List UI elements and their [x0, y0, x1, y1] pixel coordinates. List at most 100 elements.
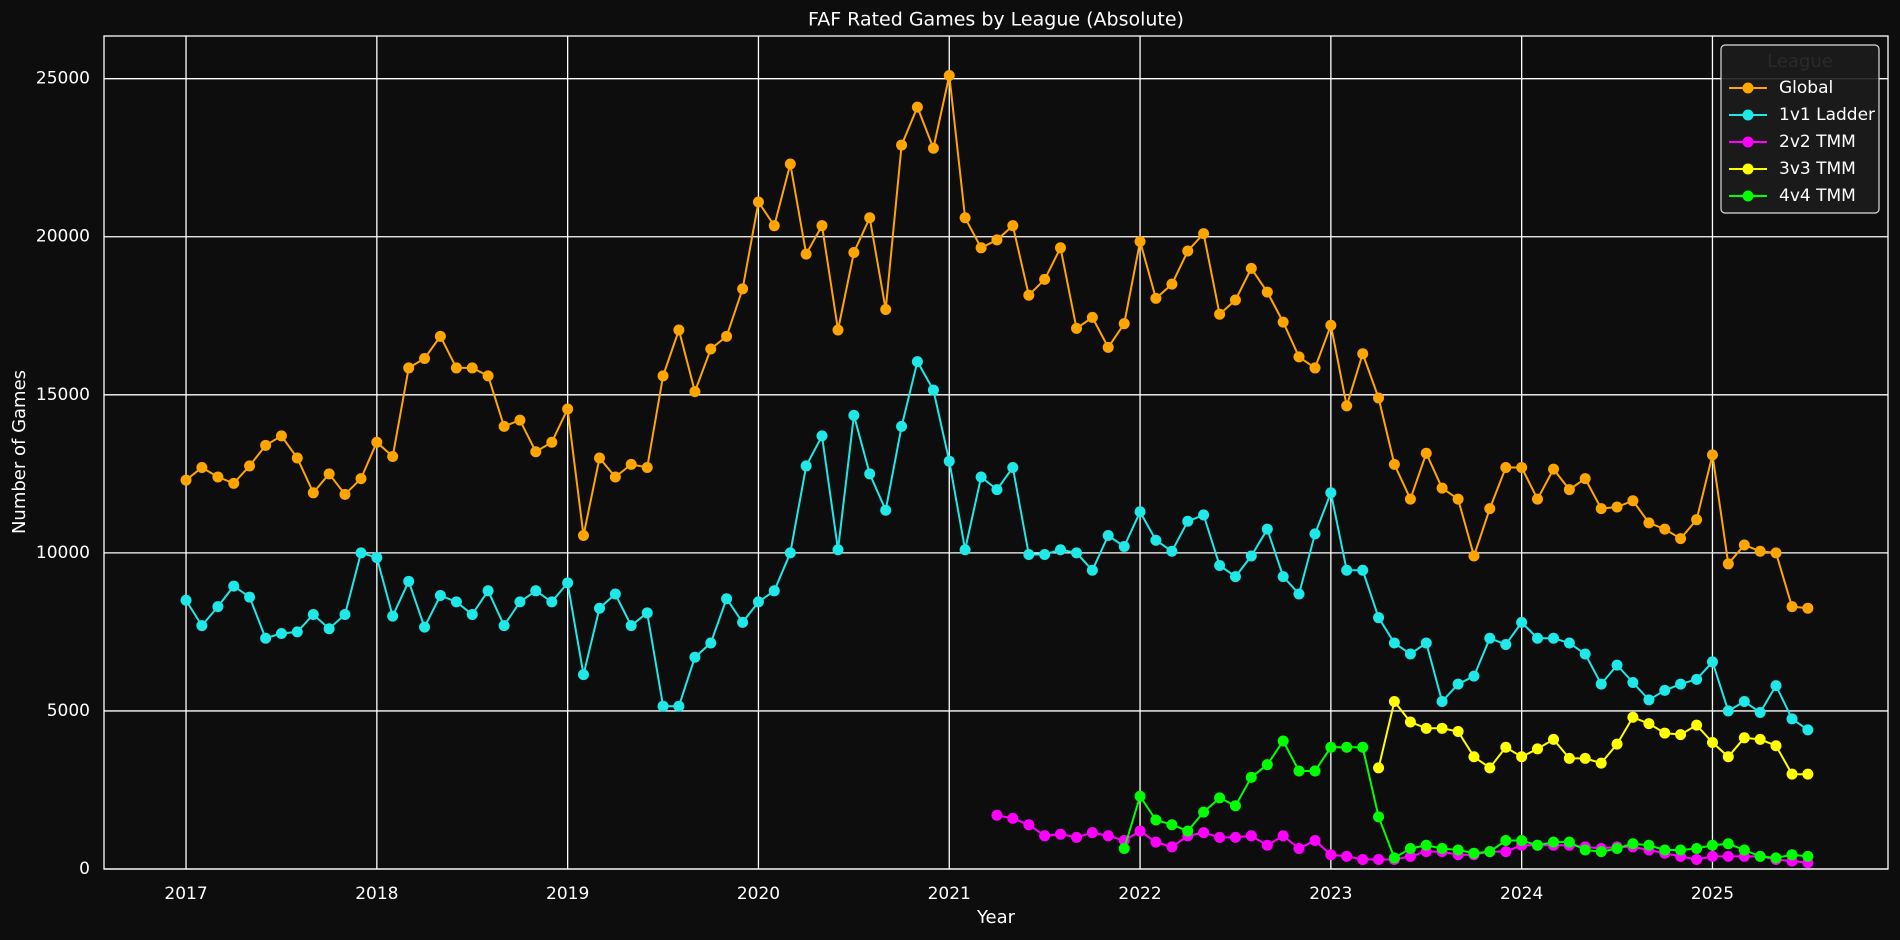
data-point — [641, 462, 653, 474]
data-point — [1309, 362, 1321, 374]
data-point — [1627, 676, 1639, 688]
data-point — [1388, 852, 1400, 864]
data-point — [562, 577, 574, 589]
data-point — [1563, 836, 1575, 848]
data-point — [721, 330, 733, 342]
data-point — [991, 234, 1003, 246]
data-point — [1643, 839, 1655, 851]
data-point — [943, 455, 955, 467]
data-point — [1245, 262, 1257, 274]
data-point — [689, 386, 701, 398]
data-point — [1754, 733, 1766, 745]
data-point — [1150, 814, 1162, 826]
data-point — [1341, 564, 1353, 576]
data-point — [1770, 680, 1782, 692]
data-point — [1039, 830, 1051, 842]
data-point — [1706, 839, 1718, 851]
data-point — [307, 487, 319, 499]
legend-marker — [1742, 136, 1754, 148]
data-point — [1102, 341, 1114, 353]
data-point — [1611, 659, 1623, 671]
data-point — [1786, 849, 1798, 861]
data-point — [419, 621, 431, 633]
data-point — [1214, 308, 1226, 320]
data-point — [1229, 831, 1241, 843]
data-point — [1691, 719, 1703, 731]
data-point — [896, 139, 908, 151]
data-point — [1722, 850, 1734, 862]
data-point — [1420, 637, 1432, 649]
data-point — [1691, 514, 1703, 526]
data-point — [1500, 462, 1512, 474]
data-point — [1357, 741, 1369, 753]
data-point — [1198, 827, 1210, 839]
data-point — [180, 594, 192, 606]
data-point — [1357, 564, 1369, 576]
data-point — [975, 471, 987, 483]
data-point — [1325, 741, 1337, 753]
data-point — [1309, 835, 1321, 847]
y-tick-label: 0 — [79, 859, 90, 879]
data-point — [752, 196, 764, 208]
data-point — [1531, 743, 1543, 755]
data-point — [450, 596, 462, 608]
data-point — [1420, 839, 1432, 851]
data-point — [1452, 725, 1464, 737]
data-point — [1023, 289, 1035, 301]
data-point — [1436, 695, 1448, 707]
data-point — [1341, 741, 1353, 753]
data-point — [1150, 534, 1162, 546]
data-point — [1516, 835, 1528, 847]
data-point — [1595, 757, 1607, 769]
data-point — [1373, 762, 1385, 774]
data-point — [1627, 495, 1639, 507]
x-tick-label: 2017 — [164, 884, 207, 904]
legend-marker — [1742, 163, 1754, 175]
data-point — [1500, 835, 1512, 847]
data-point — [848, 409, 860, 421]
data-point — [1802, 768, 1814, 780]
legend-title: League — [1767, 51, 1833, 72]
data-point — [1675, 678, 1687, 690]
data-point — [1404, 850, 1416, 862]
data-point — [1627, 711, 1639, 723]
legend-label: 2v2 TMM — [1779, 132, 1856, 152]
data-point — [1500, 846, 1512, 858]
data-point — [355, 547, 367, 559]
data-point — [339, 609, 351, 621]
x-tick-label: 2024 — [1500, 884, 1543, 904]
data-point — [1802, 850, 1814, 862]
data-point — [1579, 752, 1591, 764]
data-point — [419, 352, 431, 364]
data-point — [482, 370, 494, 382]
data-point — [594, 452, 606, 464]
data-point — [784, 158, 796, 170]
data-point — [1770, 852, 1782, 864]
data-point — [1563, 637, 1575, 649]
data-point — [1611, 738, 1623, 750]
data-point — [1118, 842, 1130, 854]
data-point — [1579, 844, 1591, 856]
data-point — [1548, 836, 1560, 848]
data-point — [1404, 493, 1416, 505]
data-point — [1293, 351, 1305, 363]
data-point — [1531, 632, 1543, 644]
data-point — [657, 700, 669, 712]
data-point — [1436, 842, 1448, 854]
data-point — [625, 620, 637, 632]
data-point — [1531, 839, 1543, 851]
data-point — [1229, 800, 1241, 812]
data-point — [1548, 733, 1560, 745]
series-line — [1377, 699, 1808, 776]
data-point — [1420, 722, 1432, 734]
data-point — [514, 414, 526, 426]
data-point — [196, 462, 208, 474]
data-point — [1802, 724, 1814, 736]
data-point — [1245, 771, 1257, 783]
data-point — [1706, 850, 1718, 862]
data-point — [1054, 828, 1066, 840]
y-tick-label: 15000 — [36, 385, 90, 405]
data-point — [530, 585, 542, 597]
data-point — [737, 616, 749, 628]
data-point — [911, 101, 923, 113]
